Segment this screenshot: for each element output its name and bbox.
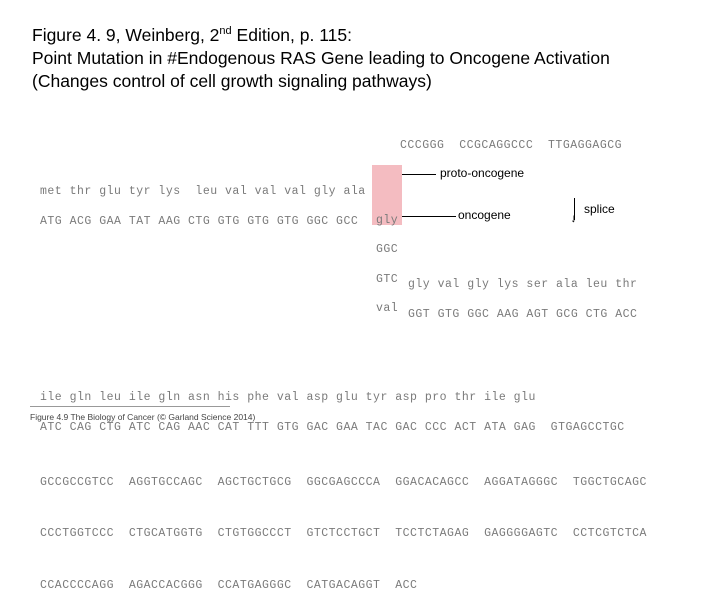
proto-oncogene-label: proto-oncogene	[438, 166, 526, 180]
heading-line3: (Changes control of cell growth signalin…	[32, 71, 432, 91]
block1-nt-right: GGT GTG GGC AAG AGT GCG CTG ACC	[408, 307, 720, 323]
seq-line-3: GCCGCCGTCC AGGTGCCAGC AGCTGCTGCG GGCGAGC…	[40, 475, 708, 491]
heading-line2: Point Mutation in #Endogenous RAS Gene l…	[32, 48, 610, 68]
block1-aa-proto: gly	[376, 213, 720, 229]
block1-aa-left: met thr glu tyr lys leu val val val gly …	[40, 184, 708, 200]
caption-rule	[30, 406, 230, 407]
heading-sup: nd	[219, 25, 231, 37]
figure-area: CCCGGG CCGCAGGCCC TTGAGGAGCG met thr glu…	[26, 118, 694, 335]
block2-aa: ile gln leu ile gln asn his phe val asp …	[40, 390, 708, 406]
seq-line-4: CCCTGGTCCC CTGCATGGTG CTGTGGCCCT GTCTCCT…	[40, 526, 708, 542]
seq-line-5: CCACCCCAGG AGACCACGGG CCATGAGGGC CATGACA…	[40, 578, 708, 593]
block1-nt-proto: GGC	[376, 242, 720, 258]
figure-heading: Figure 4. 9, Weinberg, 2nd Edition, p. 1…	[32, 24, 610, 92]
block2-nt: ATC CAG CTG ATC CAG AAC CAT TTT GTG GAC …	[40, 420, 708, 436]
top-sequence: CCCGGG CCGCAGGCCC TTGAGGAGCG	[400, 138, 720, 154]
callout-line-proto	[402, 174, 436, 175]
heading-line1-pre: Figure 4. 9, Weinberg, 2	[32, 25, 219, 45]
block1-aa-right: gly val gly lys ser ala leu thr	[408, 277, 720, 293]
heading-line1-post: Edition, p. 115:	[232, 25, 352, 45]
